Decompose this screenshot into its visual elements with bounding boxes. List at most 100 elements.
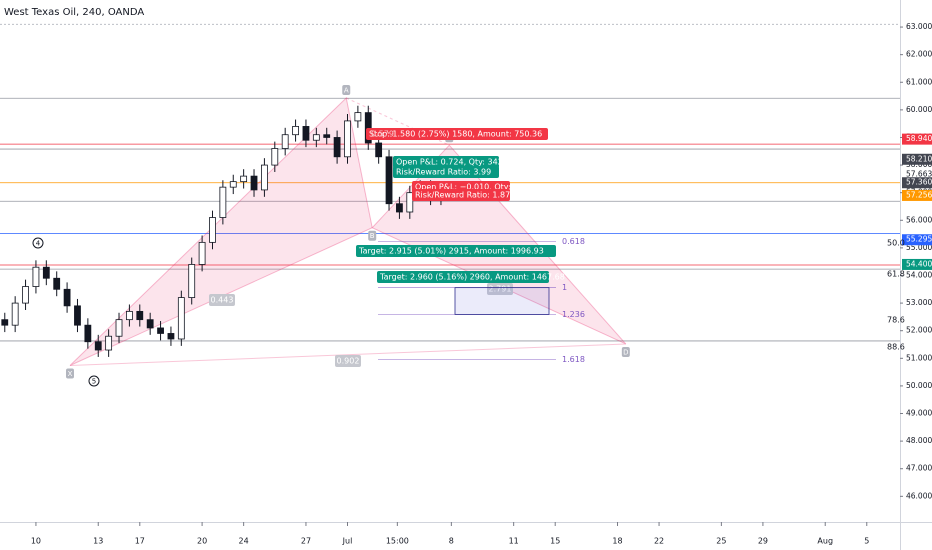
- fib-axis-label: 78.6: [887, 316, 905, 325]
- x-tick-label: 24: [239, 537, 249, 546]
- position-label-box: [412, 189, 510, 201]
- candle-body: [354, 112, 362, 122]
- pattern-point-label: A: [344, 86, 349, 94]
- position-label: 0.579: [371, 130, 394, 139]
- position-label-box: [377, 271, 549, 283]
- candle-body: [157, 327, 164, 334]
- position-label: Stop: 1.580 (2.75%) 1580, Amount: 750.36: [369, 130, 542, 139]
- y-tick-label: 55.000: [906, 243, 932, 252]
- wave-circle: [88, 375, 100, 387]
- price-axis-label: 54.400: [906, 259, 932, 268]
- position-label-box: [366, 128, 548, 140]
- pattern-point-label: X: [68, 370, 73, 378]
- price-axis-label: 57.663: [906, 169, 932, 178]
- position-label-box: [393, 166, 499, 178]
- candle-body: [396, 203, 403, 213]
- x-tick-label: 15: [550, 537, 560, 546]
- y-tick-label: 46.000: [906, 491, 932, 500]
- pattern-point-badge: [368, 230, 377, 241]
- pattern-point-badge: [65, 368, 74, 379]
- candle-body: [302, 126, 310, 141]
- y-tick-label: 50.000: [906, 381, 932, 390]
- candle-body: [1, 319, 9, 326]
- y-tick-label: 52.000: [906, 326, 932, 335]
- x-tick-label: Jul: [342, 537, 353, 546]
- candle-body: [94, 341, 102, 351]
- price-axis-label: 57.256: [906, 190, 932, 199]
- fib-axis-label: 50.0: [887, 239, 905, 248]
- price-axis-badge: [902, 153, 932, 165]
- price-axis-badge: [902, 234, 932, 246]
- ratio-badge: [209, 294, 235, 306]
- candle-body: [344, 120, 351, 158]
- y-tick-label: 51.000: [906, 353, 932, 362]
- position-label: Target: 2.915 (5.01%) 2915, Amount: 1996…: [358, 247, 544, 256]
- price-axis-badge: [902, 189, 932, 201]
- candle-body: [292, 126, 299, 136]
- fib-axis-label: 88.6: [887, 343, 905, 352]
- wave-label: 4: [36, 240, 41, 248]
- pattern-leg: [69, 343, 626, 366]
- candle-body: [74, 305, 81, 326]
- position-label: Risk/Reward Ratio: 1.87: [415, 191, 510, 200]
- y-tick-label: 49.000: [906, 409, 932, 418]
- fib-level-label: 1: [562, 283, 567, 292]
- position-label-box: [356, 245, 556, 257]
- ratio-label: 0.902: [337, 357, 360, 366]
- candle-body: [22, 286, 29, 304]
- pattern-leg: [346, 97, 450, 146]
- fib-level-label: 0.618: [562, 237, 585, 246]
- pattern-point-label: D: [623, 348, 628, 356]
- y-tick-label: 60.000: [906, 105, 932, 114]
- candle-body: [261, 164, 268, 191]
- candle-body: [323, 134, 331, 138]
- candle-body: [281, 134, 289, 149]
- y-tick-label: 53.000: [906, 298, 932, 307]
- candle-body: [209, 217, 216, 243]
- pattern-point-badge: [342, 84, 351, 95]
- candle-body: [219, 186, 227, 218]
- y-tick-label: 56.000: [906, 215, 932, 224]
- price-axis-badge: [902, 133, 932, 145]
- candle-body: [406, 192, 414, 213]
- pattern-point-label: B: [370, 232, 375, 240]
- chart-title: West Texas Oil, 240, OANDA: [4, 7, 144, 18]
- x-tick-label: 15:00: [386, 537, 409, 546]
- ratio-badge: [335, 355, 361, 367]
- candle-body: [115, 319, 123, 337]
- y-tick-label: 48.000: [906, 436, 932, 445]
- x-tick-label: 8: [449, 537, 454, 546]
- candle-body: [105, 335, 113, 351]
- ratio-label: 0.443: [211, 296, 234, 305]
- position-label: Target: 2.960 (5.16%) 2960, Amount: 1467…: [379, 273, 565, 282]
- candle-body: [364, 112, 372, 144]
- candle-body: [84, 324, 92, 343]
- price-axis-badge: [902, 177, 932, 189]
- x-tick-label: 11: [509, 537, 519, 546]
- x-tick-label: Aug: [817, 537, 833, 546]
- x-tick-label: 25: [716, 537, 726, 546]
- candle-body: [229, 181, 237, 188]
- y-tick-label: 61.000: [906, 77, 932, 86]
- ratio-label: 2.791: [489, 285, 512, 294]
- candle-body: [240, 175, 248, 183]
- candle-body: [271, 148, 279, 166]
- candle-body: [385, 156, 393, 205]
- y-tick-label: 62.000: [906, 50, 932, 59]
- y-tick-label: 54.000: [906, 270, 932, 279]
- price-axis-badge: [902, 258, 932, 270]
- candle-body: [42, 266, 50, 279]
- x-tick-label: 5: [864, 537, 869, 546]
- position-label: Open P&L: −0.010, Qty: 158: [415, 183, 528, 192]
- candle-body: [136, 310, 144, 321]
- candle-body: [250, 175, 258, 191]
- wave-circle: [32, 237, 44, 249]
- pattern-point-badge: [621, 346, 630, 357]
- x-tick-label: 27: [301, 537, 311, 546]
- price-axis-label: 55.295: [906, 235, 932, 244]
- y-tick-label: 47.000: [906, 464, 932, 473]
- position-label-box: [393, 156, 499, 168]
- candle-body: [188, 264, 196, 298]
- candle-body: [167, 333, 175, 340]
